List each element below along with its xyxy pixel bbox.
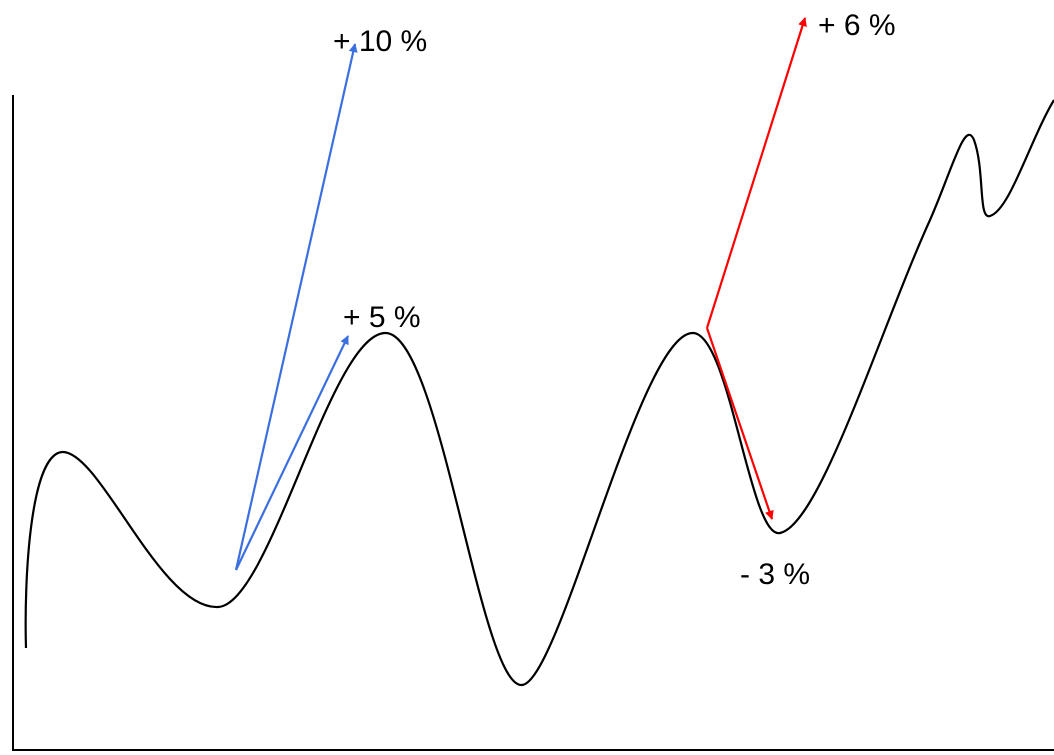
arrow-plus-6	[705, 17, 807, 329]
landscape-curve	[24, 99, 1054, 687]
arrow-plus-5	[235, 335, 349, 571]
arrow-minus-3	[705, 327, 774, 520]
label-plus-5: + 5 %	[343, 301, 421, 334]
red-arrow-group	[705, 17, 807, 520]
label-plus-10: + 10 %	[333, 25, 427, 58]
arrow-plus-10	[234, 43, 358, 571]
label-minus-3: - 3 %	[740, 558, 810, 591]
label-plus-6: + 6 %	[818, 9, 896, 42]
blue-arrow-group	[234, 43, 358, 571]
